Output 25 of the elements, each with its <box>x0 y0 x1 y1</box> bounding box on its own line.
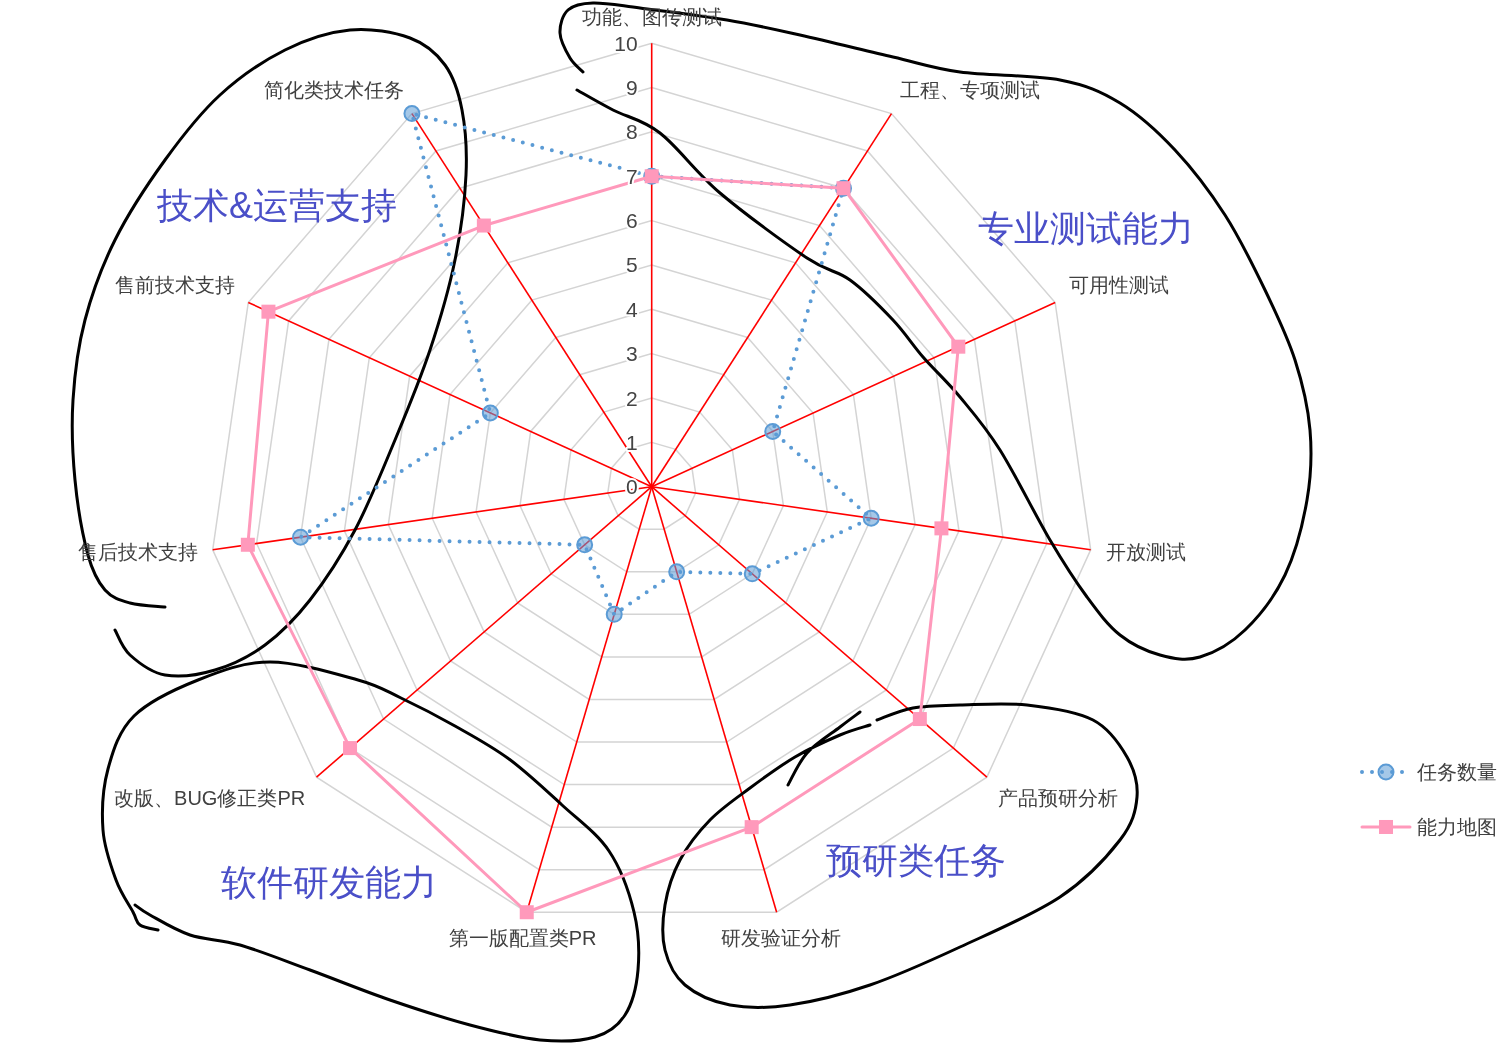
y-tick-label: 3 <box>626 342 638 366</box>
spoke-label: 开放测试 <box>1105 540 1186 563</box>
spoke-label: 改版、BUG修正类PR <box>114 786 306 809</box>
y-tick-label: 10 <box>614 31 638 55</box>
y-tick-label: 2 <box>626 386 638 410</box>
spoke-label: 第一版配置类PR <box>448 926 597 949</box>
y-tick-label: 8 <box>626 120 638 144</box>
y-tick-label: 1 <box>626 430 638 454</box>
y-tick-label: 4 <box>626 297 639 321</box>
legend-label: 任务数量 <box>1416 760 1497 783</box>
y-tick-label: 6 <box>626 209 638 233</box>
text: 软件研发能力 <box>221 861 437 903</box>
y-tick-label: 7 <box>626 164 638 188</box>
spoke-label: 可用性测试 <box>1068 274 1169 297</box>
spoke-label: 简化类技术任务 <box>263 78 404 101</box>
text: 专业测试能力 <box>978 207 1194 249</box>
text: 预研类任务 <box>826 839 1006 881</box>
spoke-label: 售前技术支持 <box>114 274 235 297</box>
legend-label: 能力地图 <box>1417 815 1497 838</box>
y-tick-label: 5 <box>626 253 638 277</box>
y-tick-label: 9 <box>626 76 638 100</box>
text: 技术&运营支持 <box>155 184 398 226</box>
spoke-label: 工程、专项测试 <box>899 78 1040 101</box>
spoke-label: 产品预研分析 <box>998 786 1119 809</box>
spoke-label: 研发验证分析 <box>720 926 841 949</box>
